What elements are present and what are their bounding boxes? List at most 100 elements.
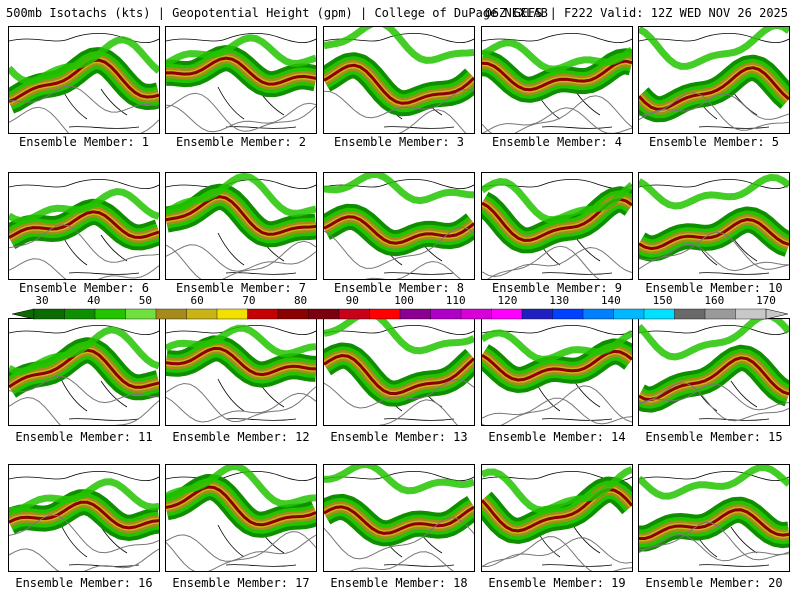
ensemble-member-label: Ensemble Member: 16: [15, 576, 153, 590]
colorbar-swatch: [521, 308, 553, 320]
ensemble-member-label: Ensemble Member: 18: [330, 576, 468, 590]
ensemble-member-map: [638, 172, 790, 280]
isotach-band: [639, 465, 789, 500]
isotach-map: [324, 173, 474, 279]
height-contour: [166, 102, 316, 133]
isotach-band: [324, 27, 474, 64]
height-contour: [9, 106, 159, 133]
coastline: [166, 325, 316, 421]
colorbar-tick-label: 120: [497, 294, 518, 307]
colorbar-swatch: [643, 308, 675, 320]
isotach-band: [9, 478, 159, 514]
colorbar-tick-label: 50: [138, 294, 153, 307]
colorbar-swatch: [338, 308, 370, 320]
isotach-band: [9, 36, 159, 85]
colorbar-right-arrow: [765, 308, 788, 320]
colorbar-swatch: [582, 308, 614, 320]
isotach-map: [166, 173, 316, 279]
ensemble-member-label: Ensemble Member: 9: [491, 281, 623, 295]
colorbar-swatch: [369, 308, 401, 320]
height-contour: [324, 88, 474, 119]
ensemble-member-map: [638, 318, 790, 426]
isotach-map: [482, 466, 632, 571]
isotach-band: [639, 218, 789, 251]
height-contour: [482, 397, 632, 425]
ensemble-member-label: Ensemble Member: 17: [172, 576, 310, 590]
isotach-map: [324, 27, 474, 133]
isotach-map: [166, 33, 316, 133]
ensemble-member-label: Ensemble Member: 8: [333, 281, 465, 295]
ensemble-member-map: [8, 26, 160, 134]
colorbar-swatch: [94, 308, 126, 320]
ensemble-member-map: [323, 464, 475, 572]
coastline: [9, 179, 159, 275]
ensemble-member-map: [165, 26, 317, 134]
isotach-band: [166, 173, 316, 217]
height-contour: [166, 240, 316, 279]
ensemble-member-map: [481, 26, 633, 134]
coastline: [482, 179, 632, 275]
model-run-info: 06Z GEFS | F222 Valid: 12Z WED NOV 26 20…: [484, 6, 788, 20]
isotach-band: [482, 177, 632, 224]
ensemble-member-map: [638, 464, 790, 572]
ensemble-member-label: Ensemble Member: 13: [330, 430, 468, 444]
ensemble-member-label: Ensemble Member: 7: [175, 281, 307, 295]
isotach-band: [166, 56, 316, 86]
colorbar-tick-label: 150: [652, 294, 673, 307]
coastline: [482, 325, 632, 421]
height-contour: [9, 375, 159, 404]
height-contour: [9, 396, 159, 425]
ensemble-member-map: [8, 172, 160, 280]
isotach-map: [9, 179, 159, 279]
ensemble-member-label: Ensemble Member: 6: [18, 281, 150, 295]
height-contour: [378, 399, 458, 425]
isotach-band: [639, 319, 789, 361]
colorbar-tick-label: 170: [756, 294, 776, 307]
colorbar-swatch: [64, 308, 96, 320]
colorbar-tick-label: 90: [345, 294, 359, 307]
colorbar-swatch: [247, 308, 279, 320]
isotach-map: [639, 319, 789, 422]
height-contour: [166, 382, 316, 423]
isotach-map: [482, 325, 632, 425]
isotach-band: [639, 356, 789, 402]
colorbar-swatch: [33, 308, 65, 320]
ensemble-member-map: [323, 318, 475, 426]
isotach-band: [324, 319, 474, 355]
colorbar-tick-label: 100: [394, 294, 414, 307]
coastline: [482, 33, 632, 129]
colorbar-tick-label: 130: [549, 294, 570, 307]
height-contour: [9, 548, 159, 571]
colorbar-swatch: [552, 308, 584, 320]
isotach-band: [482, 39, 632, 73]
height-contour: [639, 383, 789, 411]
ensemble-member-map: [638, 26, 790, 134]
height-contour: [166, 244, 316, 272]
ensemble-member-label: Ensemble Member: 20: [645, 576, 783, 590]
ensemble-member-label: Ensemble Member: 10: [645, 281, 783, 295]
coastline: [639, 471, 789, 567]
isotach-band: [482, 349, 632, 382]
isotach-band: [166, 195, 316, 236]
height-contour: [9, 85, 159, 113]
isotach-band: [166, 465, 316, 508]
isotach-band: [324, 215, 474, 245]
height-contour: [166, 534, 316, 562]
height-contour: [9, 258, 159, 279]
map-title: 500mb Isotachs (kts) | Geopotential Heig…: [6, 6, 548, 20]
coastline: [9, 33, 159, 129]
colorbar-swatch: [308, 308, 340, 320]
height-contour: [482, 385, 632, 425]
ensemble-member-map: [165, 172, 317, 280]
isotach-map: [482, 33, 632, 133]
isotach-band: [324, 465, 474, 495]
height-contour: [324, 517, 474, 560]
ensemble-member-map: [165, 464, 317, 572]
height-contour: [482, 95, 632, 133]
colorbar-swatch: [704, 308, 736, 320]
isotach-map: [166, 465, 316, 571]
ensemble-member-label: Ensemble Member: 15: [645, 430, 783, 444]
ensemble-member-map: [323, 172, 475, 280]
isotach-map: [9, 33, 159, 133]
colorbar-tick-label: 160: [704, 294, 725, 307]
